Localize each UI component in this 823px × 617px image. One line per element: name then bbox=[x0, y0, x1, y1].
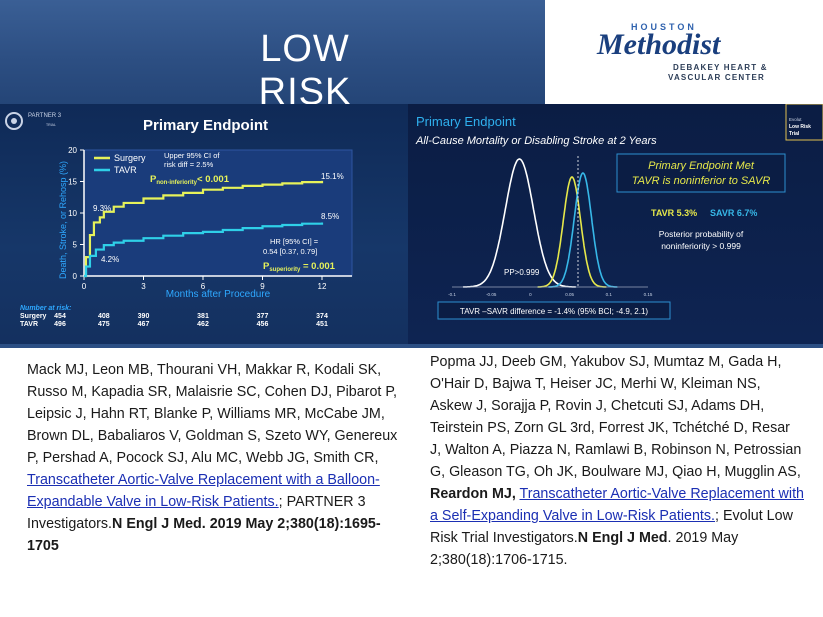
y-tick-label: 20 bbox=[68, 146, 77, 155]
posterior-line-2: noninferiority > 0.999 bbox=[661, 241, 741, 251]
upper-ci-text-1: Upper 95% CI of bbox=[164, 151, 220, 160]
ref-right-journal: N Engl J Med bbox=[577, 530, 668, 546]
surgery-end-label: 15.1% bbox=[321, 172, 344, 181]
reference-evolut: Popma JJ, Deeb GM, Yakubov SJ, Mumtaz M,… bbox=[430, 351, 804, 571]
left-heading: Primary Endpoint bbox=[143, 117, 268, 134]
reference-partner3: Mack MJ, Leon MB, Thourani VH, Makkar R,… bbox=[27, 359, 402, 557]
y-tick-label: 5 bbox=[73, 241, 78, 250]
difference-box bbox=[437, 301, 671, 320]
slide-header: LOW RISK HOUSTON Methodist DEBAKEY HEART… bbox=[0, 0, 823, 113]
dist-x-tick-label: 0.15 bbox=[644, 292, 653, 297]
tavr-early-label: 4.2% bbox=[101, 255, 119, 264]
km-ylabel: Death, Stroke, or Rehosp (%) bbox=[58, 161, 68, 279]
methodist-logo: HOUSTON Methodist DEBAKEY HEART & VASCUL… bbox=[545, 0, 823, 104]
partner3-brand-sub: TRIAL bbox=[46, 123, 56, 127]
at-risk-value: 390 bbox=[138, 313, 150, 320]
savr-rate-label: SAVR 6.7% bbox=[710, 208, 757, 218]
at-risk-value: 475 bbox=[98, 321, 110, 328]
dist-x-tick-label: 0.05 bbox=[565, 292, 574, 297]
dist-curve-savr bbox=[548, 172, 618, 288]
at-risk-value: 467 bbox=[138, 321, 150, 328]
evolut-chart: Primary Endpoint All-Cause Mortality or … bbox=[415, 103, 823, 320]
p-noninferiority: Pnon-inferiority< 0.001 bbox=[150, 174, 230, 186]
ref-left-middle: ; PARTNER 3 Investigators. bbox=[27, 494, 366, 532]
logo-subtitle-2: VASCULAR CENTER bbox=[668, 73, 765, 82]
x-tick-label: 3 bbox=[141, 282, 146, 291]
ref-right-authors: Popma JJ, Deeb GM, Yakubov SJ, Mumtaz M,… bbox=[430, 354, 802, 480]
surgery-early-label: 9.3% bbox=[93, 204, 111, 213]
at-risk-value: 451 bbox=[316, 321, 328, 328]
p-superiority: Psuperiority = 0.001 bbox=[263, 261, 336, 273]
ref-right-tail: . 2019 May 2;380(18):1706-1715. bbox=[430, 530, 739, 568]
km-xlabel: Months after Procedure bbox=[166, 289, 271, 300]
badge-line-3: Trial bbox=[789, 131, 800, 137]
evolut-trial-badge: Evolut Low Risk Trial bbox=[785, 103, 823, 141]
slide-title: LOW RISK bbox=[258, 28, 352, 113]
ref-left-journal: N Engl J Med. 2019 May 2;380(18):1695-17… bbox=[27, 516, 381, 554]
partner3-brand: PARTNER 3 bbox=[28, 113, 62, 119]
partner3-panel: PARTNER 3 TRIAL Primary Endpoint 0 5 10 15 2… bbox=[0, 104, 408, 344]
ref-left-link[interactable]: Transcatheter Aortic-Valve Replacement w… bbox=[27, 472, 380, 510]
at-risk-value: 377 bbox=[257, 313, 269, 320]
at-risk-surgery-label: Surgery bbox=[20, 313, 47, 320]
ref-left-authors: Mack MJ, Leon MB, Thourani VH, Makkar R,… bbox=[27, 362, 398, 466]
result-line-1: Primary Endpoint Met bbox=[648, 160, 755, 172]
x-tick-label: 0 bbox=[82, 282, 87, 291]
upper-ci-text-2: risk diff = 2.5% bbox=[164, 160, 214, 169]
at-risk-value: 456 bbox=[257, 321, 269, 328]
tavr-rate-label: TAVR 5.3% bbox=[651, 208, 697, 218]
at-risk-value: 496 bbox=[54, 321, 66, 328]
y-tick-label: 10 bbox=[68, 209, 77, 218]
dist-curve-tavr bbox=[537, 176, 607, 288]
difference-label: TAVR –SAVR difference = -1.4% (95% BCI; … bbox=[460, 307, 648, 316]
pp-label: PP>0.999 bbox=[504, 268, 540, 277]
km-plot-area bbox=[83, 149, 353, 277]
right-subheading: All-Cause Mortality or Disabling Stroke … bbox=[415, 135, 657, 147]
dist-x-tick-label: 0 bbox=[529, 292, 532, 297]
at-risk-value: 374 bbox=[316, 313, 328, 320]
evolut-panel: Primary Endpoint All-Cause Mortality or … bbox=[408, 103, 823, 344]
tavr-end-label: 8.5% bbox=[321, 212, 339, 221]
ref-right-link[interactable]: Transcatheter Aortic-Valve Replacement w… bbox=[430, 486, 804, 524]
km-series-surgery bbox=[84, 180, 324, 278]
separator-bar bbox=[0, 344, 823, 348]
dist-x-tick-label: -0.05 bbox=[486, 292, 497, 297]
hr-text-1: HR [95% CI] = bbox=[270, 237, 319, 246]
legend-tavr-label: TAVR bbox=[114, 165, 137, 175]
logo-name: Methodist bbox=[597, 28, 721, 61]
right-heading: Primary Endpoint bbox=[416, 114, 516, 129]
hr-text-2: 0.54 [0.37, 0.79] bbox=[263, 247, 317, 256]
at-risk-value: 462 bbox=[197, 321, 209, 328]
legend-surgery-label: Surgery bbox=[114, 153, 146, 163]
posterior-line-1: Posterior probability of bbox=[659, 229, 744, 239]
logo-houston: HOUSTON bbox=[631, 22, 697, 32]
y-tick-label: 15 bbox=[68, 178, 77, 187]
result-box bbox=[616, 153, 786, 193]
y-tick-label: 0 bbox=[73, 272, 78, 281]
at-risk-title: Number at risk: bbox=[20, 305, 71, 312]
x-tick-label: 6 bbox=[201, 282, 206, 291]
at-risk-value: 408 bbox=[98, 313, 110, 320]
km-series-tavr bbox=[84, 222, 324, 278]
logo-subtitle-1: DEBAKEY HEART & bbox=[673, 63, 768, 72]
x-tick-label: 12 bbox=[318, 282, 327, 291]
result-line-2: TAVR is noninferior to SAVR bbox=[632, 175, 771, 187]
references-section: Mack MJ, Leon MB, Thourani VH, Makkar R,… bbox=[0, 348, 823, 617]
badge-line-2: Low Risk bbox=[789, 124, 811, 130]
at-risk-value: 454 bbox=[54, 313, 66, 320]
at-risk-value: 381 bbox=[197, 313, 209, 320]
ref-right-middle: ; Evolut Low Risk Trial Investigators. bbox=[430, 508, 793, 546]
badge-line-1: Evolut bbox=[789, 117, 802, 122]
partner3-chart: PARTNER 3 TRIAL Primary Endpoint 0 5 10 15 2… bbox=[5, 112, 353, 328]
dist-curve-difference bbox=[462, 158, 576, 288]
dist-x-tick-label: 0.1 bbox=[606, 292, 613, 297]
at-risk-tavr-label: TAVR bbox=[20, 321, 38, 328]
ref-right-bold-author: Reardon MJ, bbox=[430, 486, 516, 502]
dist-x-tick-label: -0.1 bbox=[448, 292, 456, 297]
x-tick-label: 9 bbox=[260, 282, 265, 291]
partner3-logo-icon bbox=[5, 112, 23, 130]
